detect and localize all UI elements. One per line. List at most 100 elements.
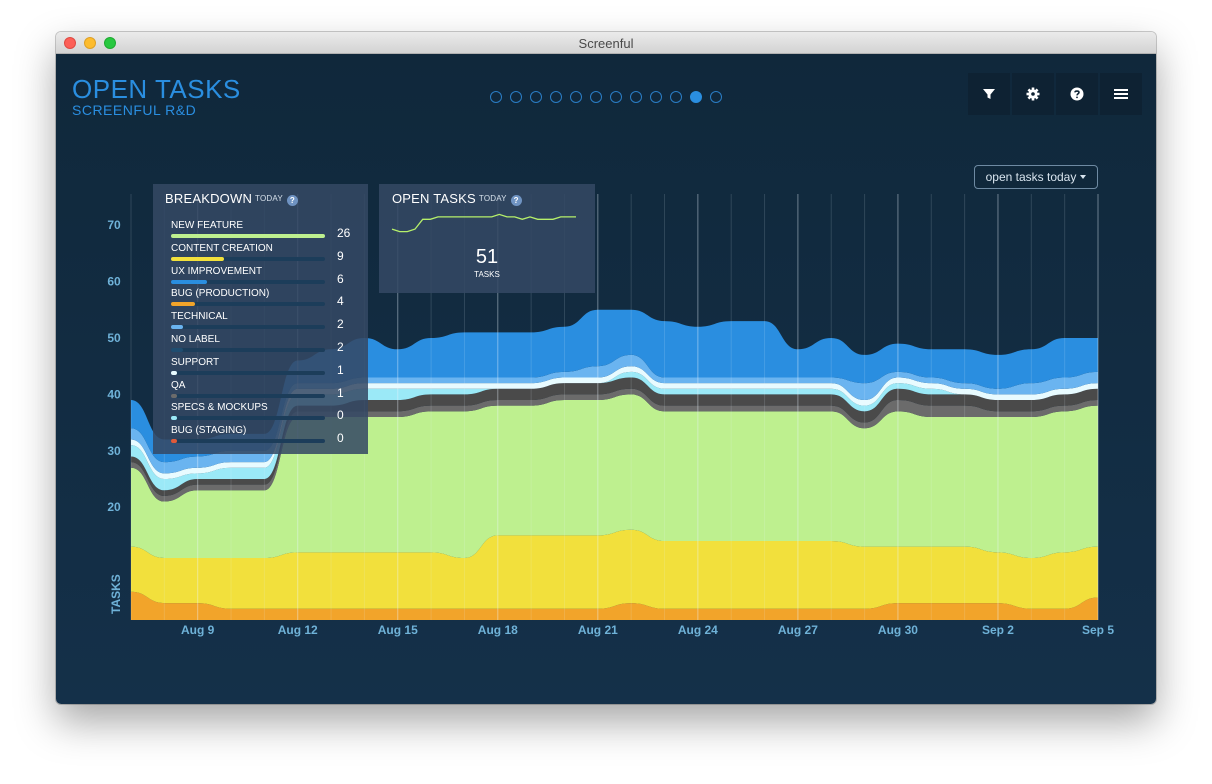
breakdown-row[interactable]: SPECS & MOCKUPS 0: [171, 402, 371, 424]
breakdown-label: SUPPORT: [171, 356, 220, 368]
breakdown-label: QA: [171, 379, 186, 391]
breakdown-bar-track: [171, 234, 325, 238]
page-dot[interactable]: [670, 91, 682, 103]
open-tasks-widget-period: TODAY: [478, 194, 507, 203]
breakdown-bar-fill: [171, 393, 177, 398]
open-tasks-widget-title: OPEN TASKS TODAY?: [392, 191, 522, 206]
page-dot[interactable]: [690, 91, 702, 103]
breakdown-value: 6: [337, 271, 344, 286]
breakdown-row[interactable]: NEW FEATURE 26: [171, 220, 371, 242]
breakdown-value: 9: [337, 248, 344, 263]
x-tick-label: Aug 21: [578, 623, 618, 637]
sparkline-line: [391, 213, 576, 233]
open-tasks-count: 51: [475, 246, 499, 268]
breakdown-label: NO LABEL: [171, 334, 220, 345]
page-dot[interactable]: [570, 91, 582, 103]
window-title: Screenful: [578, 36, 634, 51]
help-icon: [1070, 87, 1084, 101]
y-tick-label: 30: [107, 444, 121, 458]
menu-button[interactable]: [1100, 73, 1142, 115]
area-series: [131, 377, 1098, 496]
breakdown-label: CONTENT CREATION: [171, 242, 273, 254]
area-series: [131, 366, 1098, 479]
x-tick-label: Aug 24: [678, 623, 718, 637]
close-window-button[interactable]: [64, 37, 76, 49]
breakdown-row[interactable]: QA 1: [171, 380, 371, 402]
breakdown-bar-track: [171, 348, 325, 352]
open-tasks-sparkline: [391, 213, 576, 233]
breakdown-row[interactable]: BUG (PRODUCTION) 4: [171, 288, 371, 310]
area-series: [131, 371, 1098, 491]
caret-down-icon: [1080, 175, 1087, 179]
open-tasks-widget-title-text: OPEN TASKS: [392, 191, 476, 206]
breakdown-bar-track: [171, 370, 325, 375]
minimize-window-button[interactable]: [84, 37, 96, 49]
breakdown-label: TECHNICAL: [171, 311, 228, 323]
breakdown-label: BUG (PRODUCTION): [171, 288, 270, 300]
breakdown-row[interactable]: TECHNICAL 2: [171, 311, 371, 333]
x-tick-label: Aug 9: [181, 623, 215, 637]
chart-areas: [131, 309, 1098, 620]
gear-icon: [1026, 87, 1040, 101]
title-bar: Screenful: [56, 32, 1156, 54]
breakdown-row[interactable]: SUPPORT 1: [171, 357, 371, 379]
y-axis-tick-labels: 20 30 40 50 60 70: [107, 218, 121, 514]
x-tick-label: Sep 2: [982, 623, 1014, 637]
breakdown-label: NEW FEATURE: [171, 220, 244, 231]
page-dot[interactable]: [510, 91, 522, 103]
help-button[interactable]: [1056, 73, 1098, 115]
view-dropdown[interactable]: open tasks today: [974, 165, 1098, 189]
open-tasks-panel: OPEN TASKS TODAY? 51 TASKS: [379, 184, 595, 293]
y-tick-label: 70: [107, 218, 121, 232]
breakdown-label: UX IMPROVEMENT: [171, 265, 263, 277]
breakdown-value: 26: [337, 226, 351, 240]
filter-button[interactable]: [968, 73, 1010, 115]
page-dot[interactable]: [650, 91, 662, 103]
breakdown-row[interactable]: BUG (STAGING) 0: [171, 425, 371, 447]
breakdown-panel: BREAKDOWN TODAY? NEW FEATURE 26 CONTENT CRE…: [153, 184, 368, 454]
area-series: [131, 394, 1098, 558]
breakdown-value: 1: [337, 362, 344, 377]
area-series: [131, 354, 1098, 474]
area-series: [131, 309, 1098, 463]
page-dot[interactable]: [710, 91, 722, 103]
settings-button[interactable]: [1012, 73, 1054, 115]
breakdown-label: SPECS & MOCKUPS: [171, 402, 268, 414]
breakdown-value: 0: [337, 431, 344, 446]
breakdown-row[interactable]: UX IMPROVEMENT 6: [171, 266, 371, 288]
page-dot[interactable]: [630, 91, 642, 103]
y-tick-label: 20: [107, 500, 121, 514]
page-dot[interactable]: [610, 91, 622, 103]
area-series: [131, 388, 1098, 502]
x-axis-tick-labels: Aug 9 Aug 12 Aug 15 Aug 18 Aug 21 Aug 24 Aug 2…: [181, 623, 1114, 637]
breakdown-bar-fill: [171, 348, 183, 352]
page-dot[interactable]: [530, 91, 542, 103]
x-tick-label: Aug 12: [278, 623, 318, 637]
breakdown-row[interactable]: NO LABEL 2: [171, 334, 371, 356]
breakdown-title: BREAKDOWN TODAY?: [165, 191, 298, 206]
page-title: OPEN TASKS: [72, 74, 241, 104]
breakdown-bar-track: [171, 439, 325, 444]
breakdown-value: 4: [337, 294, 344, 309]
zoom-window-button[interactable]: [104, 37, 116, 49]
breakdown-bar-fill: [171, 439, 177, 444]
breakdown-bar-track: [171, 416, 325, 421]
breakdown-bar-track: [171, 325, 325, 330]
breakdown-bar-fill: [171, 325, 183, 330]
breakdown-help-icon[interactable]: ?: [286, 195, 298, 206]
breakdown-title-text: BREAKDOWN: [165, 191, 253, 206]
open-tasks-help-icon[interactable]: ?: [510, 195, 522, 206]
breakdown-bar-fill: [171, 234, 325, 238]
dashboard: OPEN TASKS SCREENFUL R&D: [56, 54, 1156, 704]
page-dot[interactable]: [550, 91, 562, 103]
page-dot[interactable]: [590, 91, 602, 103]
x-tick-label: Aug 30: [878, 623, 918, 637]
page-dot[interactable]: [490, 91, 502, 103]
breakdown-bar-fill: [171, 416, 177, 421]
breakdown-value: 0: [337, 408, 344, 423]
breakdown-bar-fill: [171, 302, 195, 307]
area-series: [131, 529, 1098, 609]
breakdown-row[interactable]: CONTENT CREATION 9: [171, 243, 371, 265]
y-axis-title: TASKS: [109, 574, 123, 614]
